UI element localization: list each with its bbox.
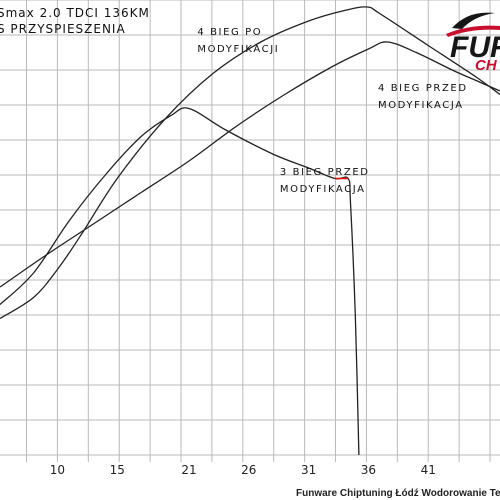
logo-sub-text: CH <box>475 57 498 74</box>
brand-logo: FUR CH <box>446 12 500 74</box>
x-tick-label: 41 <box>421 463 436 477</box>
x-tick-label: 21 <box>181 463 196 477</box>
series-label: MODYFIKACJA <box>378 100 464 111</box>
series-line <box>0 41 500 288</box>
series-line <box>0 107 360 456</box>
series-label: MODYFIKACJA <box>280 184 366 195</box>
x-tick-label: 10 <box>50 463 65 477</box>
logo-main-text: FUR <box>450 31 500 64</box>
chart-subtitle: S PRZYSPIESZENIA <box>0 22 126 36</box>
x-axis-ticks: 10 15 21 26 31 36 41 <box>50 463 436 477</box>
series-label: 4 BIEG PO <box>197 27 262 38</box>
x-tick-label: 36 <box>361 463 376 477</box>
footer-text: Funware Chiptuning Łódź Wodorowanie Tel <box>296 488 500 499</box>
chart-grid <box>0 0 500 462</box>
x-tick-label: 31 <box>301 463 316 477</box>
x-tick-label: 26 <box>241 463 256 477</box>
chart-series <box>0 6 500 456</box>
series-labels: 3 BIEG PRZED MODYFIKACJA 4 BIEG PO MODYFIKA… <box>197 27 468 195</box>
series-label: 4 BIEG PRZED <box>378 83 468 94</box>
series-line <box>0 6 500 320</box>
x-tick-label: 15 <box>110 463 125 477</box>
series-label: 3 BIEG PRZED <box>280 167 370 178</box>
series-label: MODYFIKACJI <box>197 44 279 55</box>
logo-stripe-icon <box>446 25 500 37</box>
chart-title: Smax 2.0 TDCI 136KM <box>0 6 150 20</box>
logo-swoosh-icon <box>452 12 495 29</box>
